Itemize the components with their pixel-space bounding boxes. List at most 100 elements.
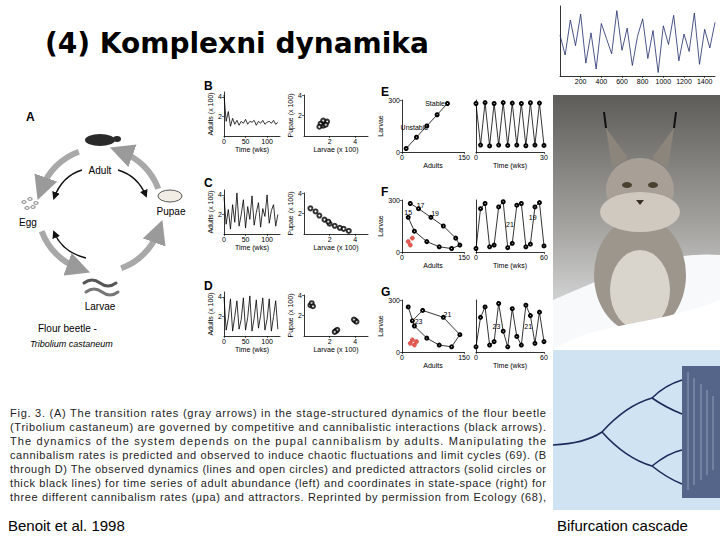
svg-text:Time (wks): Time (wks) xyxy=(235,146,269,154)
svg-text:2: 2 xyxy=(218,313,222,320)
svg-text:Stable: Stable xyxy=(425,100,445,107)
svg-text:23: 23 xyxy=(493,323,501,330)
svg-text:(Tribolium castaneum) are gove: (Tribolium castaneum) are governed by co… xyxy=(10,421,546,433)
svg-text:Larvae (x 100): Larvae (x 100) xyxy=(313,244,358,252)
svg-text:21: 21 xyxy=(444,311,452,318)
svg-text:4: 4 xyxy=(353,236,357,243)
svg-text:Larvae: Larvae xyxy=(85,301,116,312)
svg-text:4: 4 xyxy=(298,292,302,299)
svg-text:F: F xyxy=(381,185,388,199)
svg-text:50: 50 xyxy=(242,338,250,345)
svg-text:B: B xyxy=(204,79,213,93)
svg-text:Pupae (x 100): Pupae (x 100) xyxy=(287,294,295,338)
svg-text:1200: 1200 xyxy=(676,78,692,85)
svg-text:4: 4 xyxy=(353,338,357,345)
svg-text:Fig. 3. (A) The transition rat: Fig. 3. (A) The transition rates (gray a… xyxy=(10,407,546,419)
svg-text:800: 800 xyxy=(637,78,649,85)
svg-text:60: 60 xyxy=(540,354,548,361)
svg-text:0: 0 xyxy=(222,338,226,345)
svg-text:0: 0 xyxy=(474,354,478,361)
svg-text:4: 4 xyxy=(218,293,222,300)
svg-text:Larvae (x 100): Larvae (x 100) xyxy=(313,346,358,354)
svg-text:4: 4 xyxy=(298,190,302,197)
svg-text:0: 0 xyxy=(400,154,404,161)
svg-text:Benoit et al. 1998: Benoit et al. 1998 xyxy=(8,517,125,534)
svg-text:50: 50 xyxy=(242,236,250,243)
svg-text:150: 150 xyxy=(458,254,470,261)
svg-text:The dynamics of the system dep: The dynamics of the system depends on th… xyxy=(10,435,546,447)
svg-text:100: 100 xyxy=(261,138,273,145)
svg-text:0: 0 xyxy=(474,254,478,261)
svg-text:Pupae (x 100): Pupae (x 100) xyxy=(287,94,295,138)
svg-text:Time (wks): Time (wks) xyxy=(235,346,269,354)
svg-text:0: 0 xyxy=(400,254,404,261)
svg-text:Tribolium castaneum: Tribolium castaneum xyxy=(30,339,113,349)
svg-text:2: 2 xyxy=(218,211,222,218)
svg-text:2: 2 xyxy=(298,312,302,319)
svg-text:19: 19 xyxy=(431,210,439,217)
svg-text:150: 150 xyxy=(458,154,470,161)
svg-text:4: 4 xyxy=(353,138,357,145)
svg-text:2: 2 xyxy=(298,112,302,119)
svg-text:2: 2 xyxy=(218,113,222,120)
svg-text:C: C xyxy=(204,176,213,190)
svg-text:Larvae: Larvae xyxy=(377,315,384,337)
svg-text:Adults: Adults xyxy=(423,362,443,369)
svg-text:Unstable: Unstable xyxy=(401,124,429,131)
svg-text:0: 0 xyxy=(400,354,404,361)
svg-text:15: 15 xyxy=(404,209,412,216)
svg-text:Adult: Adult xyxy=(89,165,112,176)
svg-text:50: 50 xyxy=(242,138,250,145)
svg-text:through D) The observed dynami: through D) The observed dynamics (lines … xyxy=(10,463,546,475)
svg-text:2: 2 xyxy=(328,236,332,243)
svg-text:23: 23 xyxy=(415,318,423,325)
svg-text:Larvae (x 100): Larvae (x 100) xyxy=(313,146,358,154)
svg-text:2: 2 xyxy=(328,338,332,345)
svg-text:D: D xyxy=(204,279,213,293)
svg-text:150: 150 xyxy=(458,354,470,361)
svg-text:0: 0 xyxy=(222,138,226,145)
svg-text:300: 300 xyxy=(388,297,400,304)
svg-text:Adults (x 100): Adults (x 100) xyxy=(207,190,215,233)
svg-text:(4) Komplexni dynamika: (4) Komplexni dynamika xyxy=(45,27,429,60)
svg-text:A: A xyxy=(26,110,35,124)
svg-text:100: 100 xyxy=(261,236,273,243)
svg-text:cannibalism rates is predicted: cannibalism rates is predicted and obser… xyxy=(10,449,546,461)
svg-text:21: 21 xyxy=(524,323,532,330)
svg-text:19: 19 xyxy=(529,214,537,221)
svg-text:thick black lines) for time se: thick black lines) for time series of ad… xyxy=(10,477,546,489)
svg-text:4: 4 xyxy=(218,93,222,100)
svg-text:Time (wks): Time (wks) xyxy=(235,244,269,252)
svg-text:Time (wks): Time (wks) xyxy=(493,162,527,170)
svg-text:Adults: Adults xyxy=(423,262,443,269)
svg-text:Larvae: Larvae xyxy=(377,215,384,237)
svg-text:Bifurcation cascade: Bifurcation cascade xyxy=(557,517,688,534)
svg-text:30: 30 xyxy=(540,154,548,161)
svg-text:0: 0 xyxy=(474,154,478,161)
svg-text:300: 300 xyxy=(388,197,400,204)
svg-text:Larvae: Larvae xyxy=(377,115,384,137)
svg-text:Time (wks): Time (wks) xyxy=(493,262,527,270)
svg-text:Adults: Adults xyxy=(423,162,443,169)
svg-text:100: 100 xyxy=(261,338,273,345)
svg-text:4: 4 xyxy=(298,92,302,99)
svg-text:1400: 1400 xyxy=(697,78,713,85)
svg-text:0: 0 xyxy=(222,236,226,243)
svg-text:Pupae: Pupae xyxy=(157,206,186,217)
svg-text:300: 300 xyxy=(388,97,400,104)
svg-text:1000: 1000 xyxy=(656,78,672,85)
svg-text:three different cannibalism ra: three different cannibalism rates (μpa) … xyxy=(10,491,546,503)
svg-text:2: 2 xyxy=(328,138,332,145)
svg-text:Adults (x 100): Adults (x 100) xyxy=(207,292,215,335)
svg-text:4: 4 xyxy=(218,191,222,198)
svg-text:17: 17 xyxy=(417,202,425,209)
svg-text:600: 600 xyxy=(616,78,628,85)
svg-text:Egg: Egg xyxy=(19,217,37,228)
svg-text:Adults (x 100): Adults (x 100) xyxy=(207,92,215,135)
svg-text:60: 60 xyxy=(540,254,548,261)
svg-text:2: 2 xyxy=(298,210,302,217)
svg-text:Time (wks): Time (wks) xyxy=(493,362,527,370)
svg-text:Pupae (x 100): Pupae (x 100) xyxy=(287,192,295,236)
svg-text:Flour beetle -: Flour beetle - xyxy=(38,323,97,334)
svg-text:200: 200 xyxy=(575,78,587,85)
